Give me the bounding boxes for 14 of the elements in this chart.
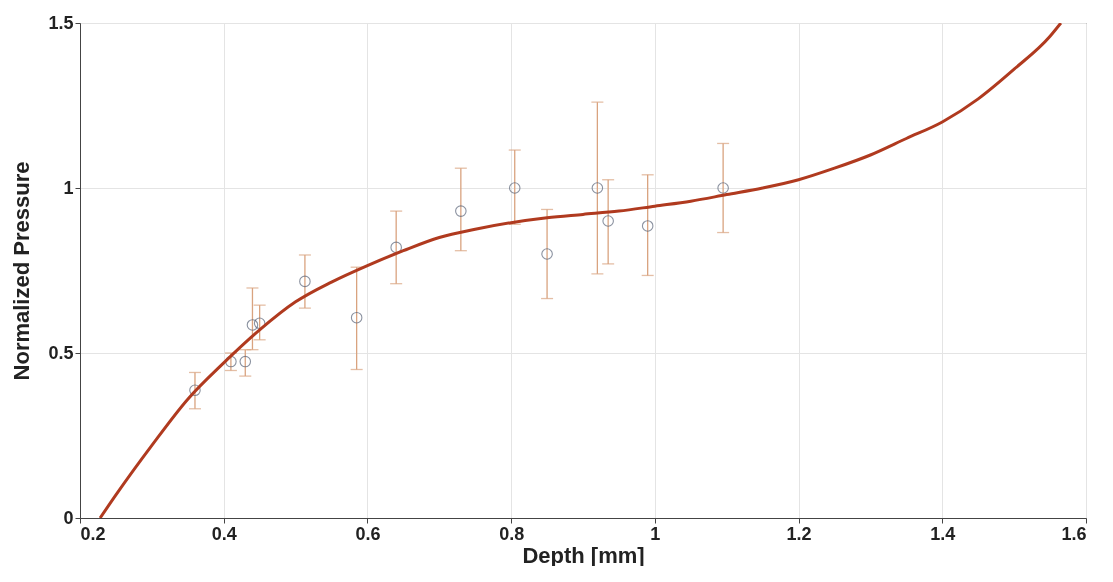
y-tick-label: 1 [63, 177, 74, 198]
x-tick-label: 1.4 [930, 523, 956, 544]
x-tick-label: 0.4 [211, 523, 237, 544]
y-tick-label: 0 [63, 507, 74, 528]
x-tick-label: 0.6 [355, 523, 381, 544]
y-axis-title: Normalized Pressure [9, 161, 35, 381]
y-tick-label: 1.5 [48, 12, 74, 33]
x-tick-label: 0.8 [499, 523, 525, 544]
y-tick-label: 0.5 [48, 342, 74, 363]
x-tick-label: 1 [650, 523, 661, 544]
line-series [98, 23, 1063, 518]
x-tick-label: 0.2 [80, 523, 106, 544]
x-tick-label: 1.6 [1061, 523, 1087, 544]
x-tick-label: 1.2 [786, 523, 812, 544]
